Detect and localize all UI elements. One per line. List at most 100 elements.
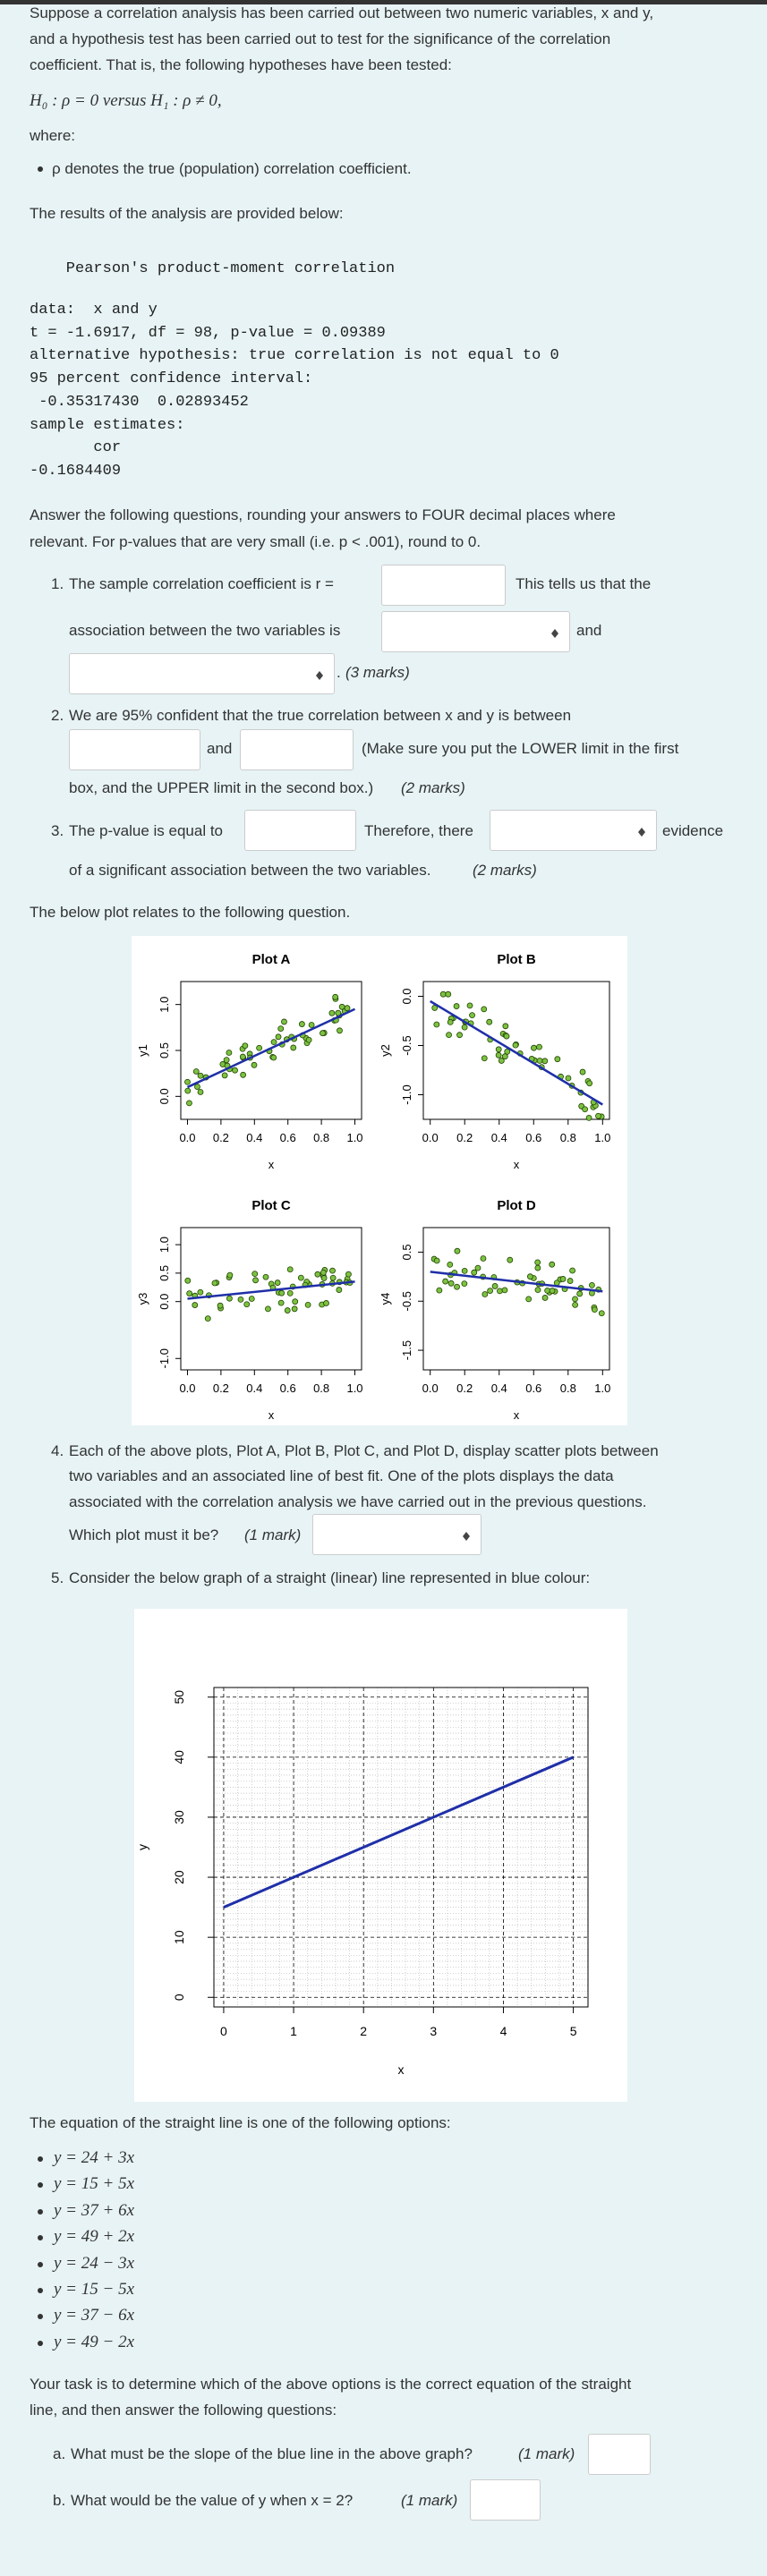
option: y = 37 + 6x bbox=[54, 2200, 135, 2220]
where: where: bbox=[30, 127, 76, 144]
x-tick-label: 4 bbox=[500, 2024, 507, 2038]
scatter-point bbox=[453, 1003, 460, 1009]
option: y = 37 − 6x bbox=[54, 2306, 135, 2325]
scatter-point bbox=[549, 1261, 556, 1268]
scatter-point bbox=[248, 1296, 255, 1302]
scatter-point bbox=[456, 1032, 463, 1039]
x-tick-label: 2 bbox=[360, 2024, 367, 2038]
answer-input[interactable] bbox=[588, 2434, 651, 2475]
q-text: of a significant association between the… bbox=[69, 862, 431, 879]
scatter-point bbox=[433, 1257, 440, 1264]
x-tick-label: 0.6 bbox=[525, 1382, 541, 1395]
q-label: b. bbox=[53, 2492, 66, 2509]
scatter-point bbox=[442, 1278, 449, 1285]
scatter-point bbox=[290, 1044, 297, 1051]
x-tick-label: 0.8 bbox=[560, 1382, 576, 1395]
q-marks: (1 mark) bbox=[518, 2445, 575, 2462]
q-number: 3. bbox=[51, 822, 64, 839]
scatter-point bbox=[481, 1006, 488, 1013]
bullet bbox=[38, 2208, 43, 2215]
scatter-point bbox=[329, 1267, 336, 1274]
scatter-point bbox=[466, 1002, 473, 1009]
q-text: associated with the correlation analysis… bbox=[69, 1493, 647, 1510]
scatter-point bbox=[481, 1055, 488, 1062]
scatter-plots-figure: Plot A 0.0 0.2 0.4 0.6 0.8 1.0 0.0 0.5 1.0 x y1 Plot… bbox=[132, 936, 627, 1425]
q-text: We are 95% confident that the true corre… bbox=[69, 707, 572, 724]
x-tick-label: 0.8 bbox=[560, 1131, 576, 1144]
scatter-point bbox=[320, 1269, 327, 1276]
y-tick-label: 0.0 bbox=[400, 988, 413, 1004]
y-axis-label: y2 bbox=[379, 1044, 392, 1057]
answer-select[interactable] bbox=[381, 611, 570, 652]
y-axis-label: y3 bbox=[136, 1293, 149, 1305]
q-text: This tells us that the bbox=[516, 575, 652, 592]
x-tick-label: 0.6 bbox=[280, 1382, 296, 1395]
scatter-point bbox=[286, 1266, 294, 1273]
scatter-point bbox=[554, 1056, 561, 1063]
scatter-point bbox=[194, 1084, 200, 1090]
q-text: Which plot must it be? bbox=[69, 1526, 219, 1543]
output-title: Pearson's product-moment correlation bbox=[30, 260, 396, 277]
answer-select[interactable] bbox=[69, 653, 335, 694]
q-text: The sample correlation coefficient is r … bbox=[69, 575, 334, 592]
scatter-point bbox=[436, 1287, 443, 1294]
scatter-point bbox=[501, 1287, 508, 1294]
answer-input[interactable] bbox=[244, 810, 356, 851]
scatter-point bbox=[534, 1287, 541, 1294]
scatter-point bbox=[251, 1061, 258, 1068]
answer-input[interactable] bbox=[381, 565, 506, 606]
scatter-point bbox=[197, 1288, 204, 1296]
y-tick-label: 0.5 bbox=[158, 1265, 171, 1281]
top-bar bbox=[0, 0, 767, 4]
scatter-point bbox=[526, 1273, 533, 1280]
data-line bbox=[223, 1756, 575, 1909]
scatter-point bbox=[304, 1301, 311, 1308]
x-tick-label: 0.8 bbox=[313, 1131, 329, 1144]
y-tick-label: 0.0 bbox=[158, 1294, 171, 1310]
scatter-point bbox=[534, 1259, 541, 1266]
output-line: data: x and y bbox=[30, 302, 158, 319]
y-axis-label: y4 bbox=[379, 1293, 392, 1305]
scatter-point bbox=[345, 1271, 352, 1278]
scatter-point bbox=[197, 1072, 204, 1079]
scatter-point bbox=[553, 1279, 560, 1287]
q-text: The p-value is equal to bbox=[69, 822, 223, 839]
scatter-point bbox=[480, 1255, 487, 1262]
x-tick-label: 1 bbox=[290, 2024, 297, 2038]
plot-frame bbox=[422, 1227, 610, 1371]
output-line: t = -1.6917, df = 98, p-value = 0.09389 bbox=[30, 324, 386, 342]
scatter-point bbox=[239, 1053, 246, 1060]
answer-input[interactable] bbox=[470, 2479, 541, 2521]
scatter-point bbox=[497, 1288, 503, 1295]
answer-select[interactable] bbox=[490, 810, 657, 851]
scatter-point bbox=[192, 1068, 200, 1075]
definition: ρ denotes the true (population) correlat… bbox=[52, 160, 412, 177]
scatter-point bbox=[281, 1018, 287, 1025]
scatter-point bbox=[337, 1027, 343, 1034]
scatter-point bbox=[278, 1289, 285, 1297]
scatter-point bbox=[192, 1302, 199, 1308]
bullet bbox=[38, 2314, 43, 2320]
q-text: and bbox=[576, 622, 602, 639]
scatter-point bbox=[314, 1271, 321, 1278]
intro-line: Suppose a correlation analysis has been … bbox=[30, 4, 654, 21]
scatter-point bbox=[512, 1041, 519, 1049]
output-line: -0.35317430 0.02893452 bbox=[30, 393, 249, 411]
answer-select[interactable] bbox=[312, 1514, 482, 1555]
answer-input[interactable] bbox=[69, 729, 200, 770]
scatter-point bbox=[256, 1044, 263, 1051]
scatter-point bbox=[226, 1295, 233, 1302]
x-tick-label: 1.0 bbox=[594, 1382, 610, 1395]
q-text: Therefore, there bbox=[364, 822, 473, 839]
scatter-point bbox=[498, 1058, 505, 1064]
answer-input[interactable] bbox=[240, 729, 354, 770]
y-tick-label: 20 bbox=[172, 1870, 186, 1884]
q-number: 5. bbox=[51, 1569, 64, 1586]
q-text: and bbox=[207, 740, 233, 757]
scatter-point bbox=[474, 1264, 482, 1271]
x-tick-label: 0.2 bbox=[456, 1382, 473, 1395]
scatter-point bbox=[487, 1288, 493, 1294]
scatter-point bbox=[495, 1051, 502, 1058]
y-tick-label: 30 bbox=[172, 1810, 186, 1824]
